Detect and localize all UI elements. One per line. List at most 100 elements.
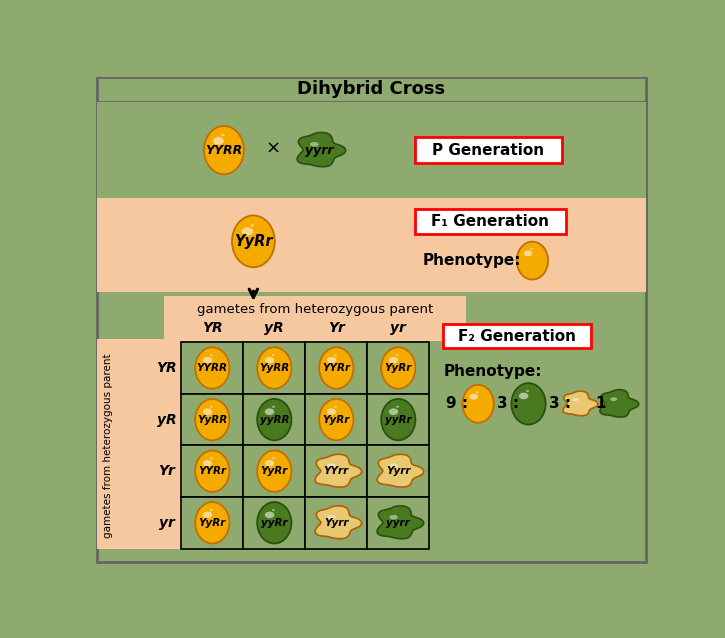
Bar xyxy=(368,342,429,394)
Ellipse shape xyxy=(396,406,399,408)
Bar xyxy=(368,445,429,497)
Text: yr: yr xyxy=(159,516,175,530)
Ellipse shape xyxy=(511,383,546,424)
Ellipse shape xyxy=(257,399,291,440)
Text: YyRr: YyRr xyxy=(323,415,350,425)
Polygon shape xyxy=(600,390,639,417)
Bar xyxy=(244,394,305,445)
Ellipse shape xyxy=(203,408,212,415)
Text: YyRr: YyRr xyxy=(199,518,226,528)
Text: F₁ Generation: F₁ Generation xyxy=(431,214,549,229)
Ellipse shape xyxy=(203,460,212,466)
Text: ×: × xyxy=(265,140,281,158)
Ellipse shape xyxy=(334,406,337,408)
Text: gametes from heterozygous parent: gametes from heterozygous parent xyxy=(103,353,112,538)
Text: YyRr: YyRr xyxy=(260,466,288,476)
Bar xyxy=(305,394,368,445)
Ellipse shape xyxy=(265,408,274,415)
Text: Phenotype:: Phenotype: xyxy=(423,253,521,268)
Text: YYRr: YYRr xyxy=(322,363,350,373)
Ellipse shape xyxy=(210,457,213,459)
FancyBboxPatch shape xyxy=(415,209,566,234)
Text: Yyrr: Yyrr xyxy=(324,518,349,528)
Ellipse shape xyxy=(250,224,254,226)
Text: YYRR: YYRR xyxy=(196,363,228,373)
Text: yyrr: yyrr xyxy=(305,144,334,156)
Text: P Generation: P Generation xyxy=(432,143,544,158)
FancyBboxPatch shape xyxy=(443,323,590,348)
Ellipse shape xyxy=(241,227,253,235)
Text: yr: yr xyxy=(390,322,406,336)
Ellipse shape xyxy=(257,347,291,389)
Text: Yyrr: Yyrr xyxy=(386,466,410,476)
Ellipse shape xyxy=(272,509,275,511)
Ellipse shape xyxy=(610,397,617,401)
Ellipse shape xyxy=(381,347,415,389)
Ellipse shape xyxy=(389,515,398,519)
Ellipse shape xyxy=(265,357,274,364)
Ellipse shape xyxy=(389,463,398,468)
Text: YR: YR xyxy=(157,361,177,375)
Ellipse shape xyxy=(389,408,398,415)
Ellipse shape xyxy=(517,242,548,279)
Bar xyxy=(97,339,181,549)
Text: YyRr: YyRr xyxy=(234,234,273,249)
Text: 3 :: 3 : xyxy=(497,396,520,412)
Text: YyRr: YyRr xyxy=(384,363,412,373)
Ellipse shape xyxy=(257,450,291,492)
Text: yR: yR xyxy=(157,413,176,427)
Ellipse shape xyxy=(319,347,353,389)
Ellipse shape xyxy=(195,502,229,544)
Text: Yr: Yr xyxy=(328,322,344,336)
Ellipse shape xyxy=(319,399,353,440)
Ellipse shape xyxy=(523,250,532,256)
Bar xyxy=(368,394,429,445)
Bar xyxy=(305,497,368,549)
Text: yR: yR xyxy=(265,322,284,336)
Ellipse shape xyxy=(310,142,319,147)
Ellipse shape xyxy=(195,399,229,440)
Bar xyxy=(181,342,244,394)
Ellipse shape xyxy=(210,509,213,511)
Text: Phenotype:: Phenotype: xyxy=(443,364,542,379)
Text: Yr: Yr xyxy=(158,464,175,478)
Text: 3 :: 3 : xyxy=(550,396,571,412)
Ellipse shape xyxy=(327,408,336,415)
Bar xyxy=(165,296,466,341)
Text: YR: YR xyxy=(202,322,223,336)
Text: yyRr: yyRr xyxy=(261,518,288,528)
Bar xyxy=(305,342,368,394)
Ellipse shape xyxy=(389,357,398,364)
Ellipse shape xyxy=(210,354,213,356)
Ellipse shape xyxy=(328,515,336,519)
Ellipse shape xyxy=(328,463,336,468)
Ellipse shape xyxy=(272,406,275,408)
Bar xyxy=(244,497,305,549)
Text: YyRR: YyRR xyxy=(197,415,228,425)
Polygon shape xyxy=(315,454,362,487)
Polygon shape xyxy=(377,506,423,538)
Ellipse shape xyxy=(265,512,274,518)
Text: yyRR: yyRR xyxy=(260,415,289,425)
Ellipse shape xyxy=(272,354,275,356)
Ellipse shape xyxy=(232,216,275,267)
Bar xyxy=(368,497,429,549)
Text: yyRr: yyRr xyxy=(385,415,412,425)
Ellipse shape xyxy=(195,450,229,492)
Ellipse shape xyxy=(265,460,274,466)
Bar xyxy=(97,198,646,292)
Bar xyxy=(244,342,305,394)
Text: 9 :: 9 : xyxy=(446,396,468,412)
Polygon shape xyxy=(563,391,598,416)
Bar xyxy=(181,497,244,549)
Ellipse shape xyxy=(203,512,212,518)
Ellipse shape xyxy=(476,391,478,393)
Text: YYrr: YYrr xyxy=(323,466,349,476)
Ellipse shape xyxy=(327,357,336,364)
Text: YyRR: YyRR xyxy=(259,363,289,373)
Text: YYRr: YYRr xyxy=(198,466,226,476)
Ellipse shape xyxy=(526,390,529,392)
Polygon shape xyxy=(377,454,423,487)
Ellipse shape xyxy=(530,248,533,249)
Polygon shape xyxy=(297,133,346,167)
